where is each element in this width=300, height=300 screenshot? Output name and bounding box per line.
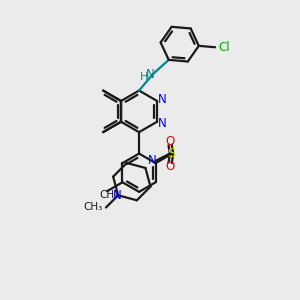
Text: H: H	[140, 73, 148, 82]
Text: CH₃: CH₃	[99, 190, 118, 200]
Text: N: N	[158, 117, 167, 130]
Text: N: N	[146, 68, 155, 81]
Text: O: O	[166, 160, 175, 173]
Text: N: N	[113, 189, 122, 202]
Text: Cl: Cl	[218, 41, 230, 54]
Text: O: O	[166, 135, 175, 148]
Text: N: N	[148, 154, 157, 167]
Text: N: N	[158, 93, 167, 106]
Text: CH₃: CH₃	[84, 202, 103, 212]
Text: S: S	[168, 147, 176, 161]
